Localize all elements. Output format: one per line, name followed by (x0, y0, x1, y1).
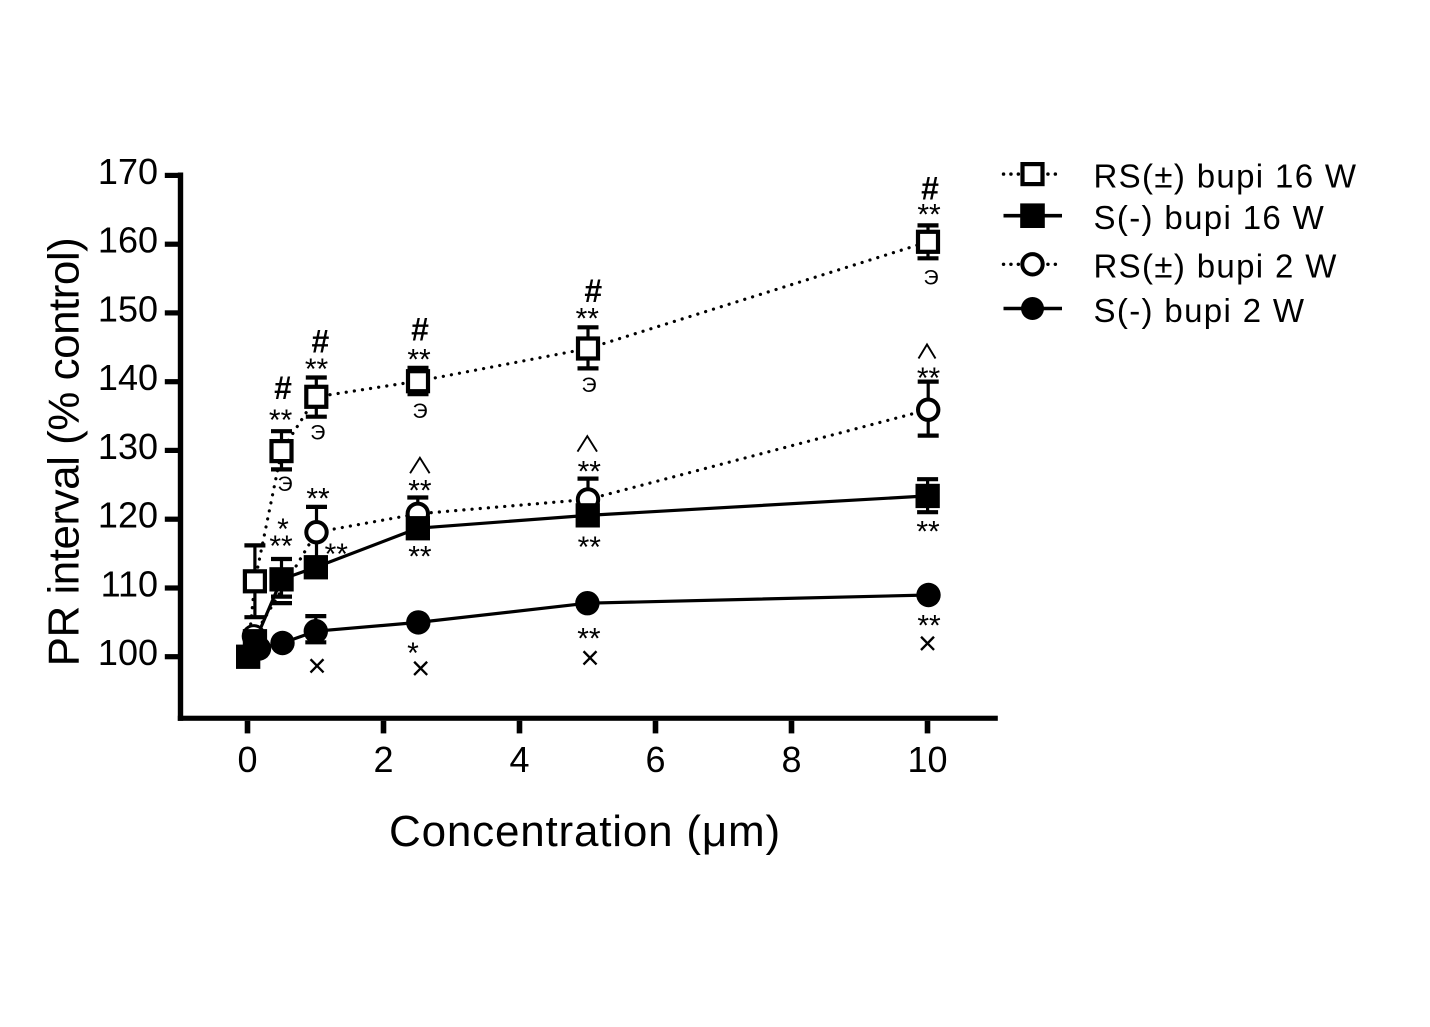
svg-text:10: 10 (907, 739, 947, 780)
svg-text:Э: Э (278, 473, 293, 496)
svg-text:*: * (277, 513, 289, 546)
svg-text:RS(±) bupi 16 W: RS(±) bupi 16 W (1094, 157, 1358, 194)
svg-text:**: ** (578, 455, 602, 488)
svg-text:×: × (307, 647, 326, 684)
svg-text:RS(±) bupi 2 W: RS(±) bupi 2 W (1094, 248, 1338, 285)
svg-text:PR interval (% control): PR interval (% control) (40, 238, 89, 667)
svg-text:**: ** (407, 344, 431, 377)
svg-text:#: # (274, 370, 292, 406)
svg-text:170: 170 (98, 151, 158, 192)
svg-text:150: 150 (98, 288, 158, 329)
svg-text:×: × (580, 639, 599, 676)
svg-text:Э: Э (412, 400, 427, 423)
svg-text:140: 140 (98, 357, 158, 398)
svg-text:110: 110 (101, 564, 158, 605)
svg-text:Э: Э (310, 422, 325, 445)
svg-text:#: # (312, 323, 330, 359)
svg-text:0: 0 (237, 739, 257, 780)
svg-text:**: ** (916, 516, 940, 549)
svg-text:×: × (411, 650, 430, 687)
svg-text:Concentration (μm): Concentration (μm) (389, 807, 781, 856)
svg-text:**: ** (578, 531, 602, 564)
svg-text:**: ** (917, 199, 941, 232)
svg-text:120: 120 (98, 495, 158, 536)
svg-text:100: 100 (98, 632, 158, 673)
svg-text:Э: Э (582, 374, 597, 397)
svg-text:**: ** (408, 475, 432, 508)
svg-text:8: 8 (781, 739, 801, 780)
svg-text:S(-) bupi 16 W: S(-) bupi 16 W (1094, 199, 1326, 236)
svg-text:**: ** (306, 483, 330, 516)
svg-text:#: # (921, 171, 939, 207)
svg-text:×: × (918, 624, 937, 661)
svg-text:**: ** (325, 538, 349, 571)
svg-text:6: 6 (645, 739, 665, 780)
svg-text:#: # (584, 273, 602, 309)
svg-text:**: ** (305, 353, 329, 386)
svg-text:**: ** (917, 362, 941, 395)
svg-text:**: ** (269, 404, 293, 437)
svg-text:**: ** (576, 303, 600, 336)
svg-text:130: 130 (98, 426, 158, 467)
svg-text:4: 4 (509, 739, 529, 780)
svg-text:*: * (407, 637, 419, 670)
svg-text:**: ** (408, 540, 432, 573)
svg-text:#: # (411, 312, 429, 348)
svg-text:**: ** (917, 609, 941, 642)
svg-text:S(-) bupi 2 W: S(-) bupi 2 W (1094, 292, 1306, 329)
svg-text:2: 2 (373, 739, 393, 780)
svg-text:160: 160 (98, 220, 158, 261)
svg-text:**: ** (269, 530, 293, 563)
svg-text:**: ** (577, 622, 601, 655)
svg-text:Э: Э (923, 267, 938, 290)
